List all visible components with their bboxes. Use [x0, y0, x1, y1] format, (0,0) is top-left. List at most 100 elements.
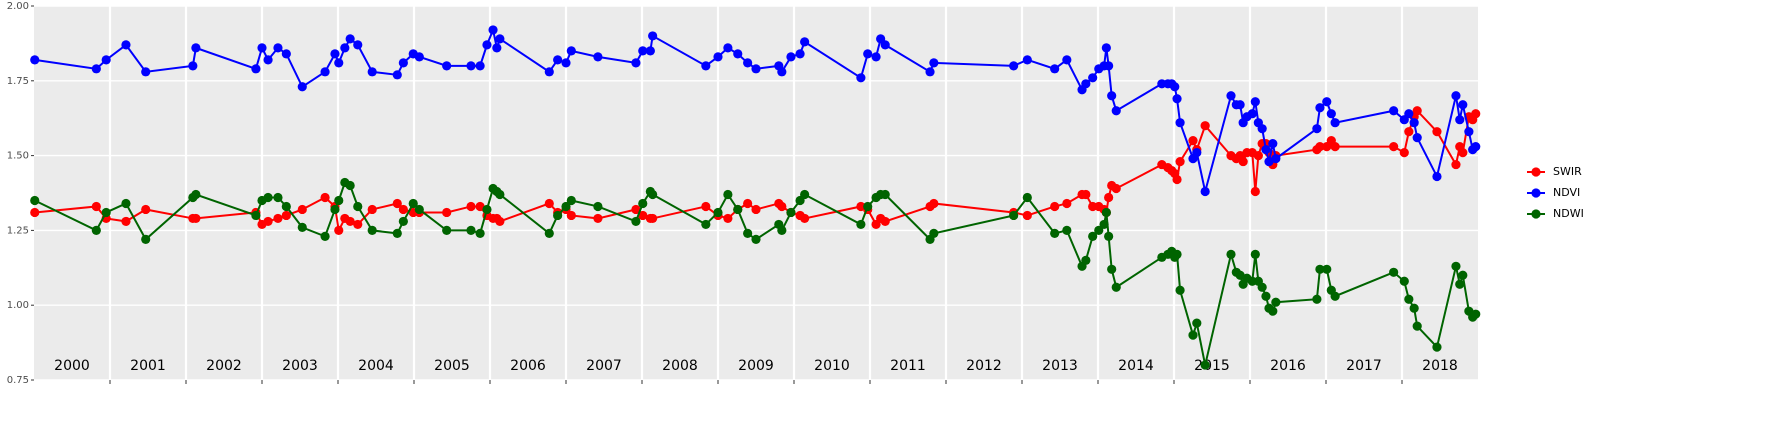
data-point [1315, 142, 1325, 152]
data-point [723, 213, 733, 224]
data-point [1253, 151, 1263, 161]
data-point [880, 189, 890, 200]
data-point [392, 228, 402, 238]
data-point [257, 43, 267, 53]
panel [34, 6, 1478, 380]
data-point [638, 46, 648, 56]
data-point [856, 73, 866, 83]
data-point [1399, 276, 1409, 286]
data-point [1022, 192, 1032, 203]
data-point [1172, 249, 1182, 259]
data-point [631, 216, 641, 227]
data-point [1094, 225, 1104, 235]
x-tick-label: 2013 [1042, 358, 1078, 374]
data-point [273, 213, 283, 224]
data-point [492, 43, 502, 53]
y-tick-label: 1.00 [7, 300, 29, 311]
x-tick-label: 2011 [890, 358, 926, 374]
data-point [880, 40, 890, 50]
data-point [191, 213, 201, 224]
data-point [1172, 174, 1182, 185]
data-point [1050, 64, 1060, 74]
x-tick-label: 2001 [130, 358, 166, 374]
data-point [1192, 148, 1202, 158]
data-point [1432, 342, 1442, 352]
data-point [1188, 136, 1198, 146]
data-point [1322, 264, 1332, 274]
data-point [442, 61, 452, 71]
data-point [1009, 61, 1019, 71]
x-tick-label: 2005 [434, 358, 470, 374]
data-point [1471, 309, 1481, 319]
data-point [414, 52, 424, 62]
data-point [91, 64, 101, 74]
data-point [1200, 121, 1210, 131]
data-point [398, 204, 408, 215]
data-point [631, 204, 641, 215]
data-point [345, 180, 355, 191]
data-point [1250, 186, 1260, 197]
data-point [1389, 267, 1399, 277]
x-tick-label: 2008 [662, 358, 698, 374]
data-point [786, 207, 796, 218]
data-point [1471, 142, 1481, 152]
data-point [777, 201, 787, 212]
data-point [795, 49, 805, 59]
data-point [191, 43, 201, 53]
data-point [141, 234, 151, 244]
data-point [297, 82, 307, 92]
data-point [1451, 261, 1461, 271]
data-point [1261, 145, 1271, 155]
data-point [442, 225, 452, 235]
data-point [1226, 91, 1236, 101]
data-point [561, 201, 571, 212]
data-point [645, 46, 655, 56]
x-tick-label: 2012 [966, 358, 1002, 374]
y-tick-label: 0.75 [7, 375, 29, 386]
x-tick-label: 2000 [54, 358, 90, 374]
data-point [320, 67, 330, 77]
data-point [1170, 82, 1180, 92]
data-point [1200, 186, 1210, 197]
data-point [141, 67, 151, 77]
data-point [1062, 225, 1072, 235]
data-point [713, 207, 723, 218]
data-point [466, 225, 476, 235]
data-point [345, 216, 355, 227]
data-point [367, 67, 377, 77]
data-point [1326, 109, 1336, 119]
data-point [353, 40, 363, 50]
data-point [1257, 124, 1267, 134]
data-point [777, 225, 787, 235]
data-point [466, 61, 476, 71]
data-point [648, 189, 658, 200]
data-point [263, 55, 273, 65]
data-point [1322, 97, 1332, 107]
data-point [191, 189, 201, 200]
data-point [320, 192, 330, 203]
data-point [1409, 118, 1419, 128]
data-point [281, 210, 291, 221]
data-point [1101, 207, 1111, 218]
data-point [1268, 306, 1278, 316]
data-point [1451, 159, 1461, 170]
data-point [786, 52, 796, 62]
data-point [751, 234, 761, 244]
data-point [1330, 291, 1340, 301]
data-point [880, 216, 890, 227]
data-point [1111, 183, 1121, 194]
data-point [1389, 106, 1399, 116]
x-tick-label: 2002 [206, 358, 242, 374]
data-point [1330, 142, 1340, 152]
data-point [1238, 156, 1248, 167]
data-point [713, 52, 723, 62]
data-point [1409, 303, 1419, 313]
data-point [561, 58, 571, 68]
legend-label: NDWI [1553, 207, 1584, 220]
legend-key [1531, 209, 1541, 219]
data-point [340, 43, 350, 53]
data-point [495, 189, 505, 200]
data-point [777, 67, 787, 77]
data-point [733, 204, 743, 215]
x-tick-label: 2007 [586, 358, 622, 374]
